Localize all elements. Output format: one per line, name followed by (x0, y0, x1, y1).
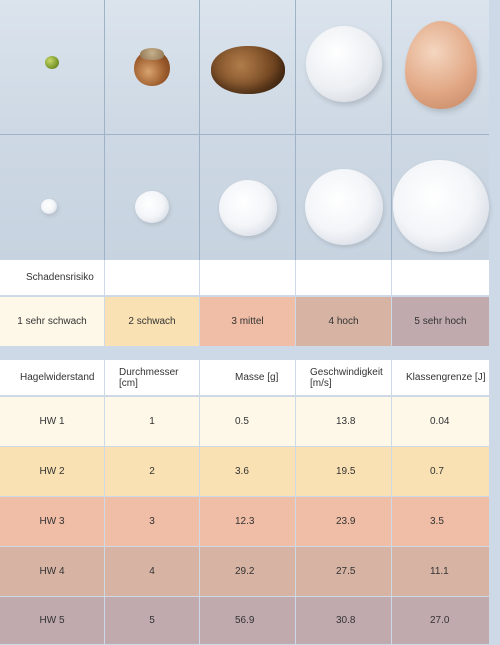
walnut-icon (210, 46, 285, 94)
table-cell-hw1-class: HW 1 (0, 397, 105, 447)
table-cell-hw5-mass: 56.9 (200, 597, 296, 645)
hailstone-4-icon (304, 168, 383, 245)
table-cell-hw3-speed: 23.9 (296, 497, 392, 547)
cell-walnut (200, 0, 296, 135)
cell-hailstone-2 (105, 135, 200, 260)
hazelnut-icon (134, 48, 170, 86)
table-cell-hw5-limit: 27.0 (392, 597, 489, 645)
table-cell-hw2-speed: 19.5 (296, 447, 392, 497)
table-cell-hw4-class: HW 4 (0, 547, 105, 597)
table-cell-hw4-limit: 11.1 (392, 547, 489, 597)
hailstone-3-icon (218, 179, 277, 236)
cell-pea (0, 0, 105, 135)
table-cell-hw2-mass: 3.6 (200, 447, 296, 497)
table-cell-hw1-limit: 0.04 (392, 397, 489, 447)
table-cell-hw4-speed: 27.5 (296, 547, 392, 597)
table-cell-hw1-diameter: 1 (105, 397, 200, 447)
risk-title: Schadensrisiko (0, 260, 105, 297)
table-cell-hw5-class: HW 5 (0, 597, 105, 645)
hailstone-2-icon (135, 190, 169, 223)
risk-header-blank-4 (296, 260, 392, 297)
table-cell-hw3-diameter: 3 (105, 497, 200, 547)
comparison-image-grid (0, 0, 489, 260)
pea-icon (45, 55, 59, 69)
hailstone-5-icon (392, 159, 489, 252)
table-header-class-limit: Klassengrenze [J] (392, 360, 489, 397)
table-cell-hw1-mass: 0.5 (200, 397, 296, 447)
table-cell-hw2-limit: 0.7 (392, 447, 489, 497)
table-header-speed: Geschwindigkeit [m/s] (296, 360, 392, 397)
table-cell-hw3-limit: 3.5 (392, 497, 489, 547)
table-cell-hw2-diameter: 2 (105, 447, 200, 497)
risk-level-5: 5 sehr hoch (392, 297, 489, 346)
risk-level-2: 2 schwach (105, 297, 200, 346)
cell-egg (392, 0, 489, 135)
table-cell-hw4-mass: 29.2 (200, 547, 296, 597)
cell-hazelnut (105, 0, 200, 135)
table-header-hail-resistance: Hagelwiderstand (0, 360, 105, 397)
table-cell-hw5-diameter: 5 (105, 597, 200, 645)
cell-golf-ball (296, 0, 392, 135)
egg-icon (404, 21, 477, 109)
cell-hailstone-5 (392, 135, 489, 260)
cell-hailstone-4 (296, 135, 392, 260)
golf-ball-icon (305, 26, 382, 102)
table-cell-hw5-speed: 30.8 (296, 597, 392, 645)
table-cell-hw3-mass: 12.3 (200, 497, 296, 547)
risk-level-1: 1 sehr schwach (0, 297, 105, 346)
risk-header-blank-3 (200, 260, 296, 297)
table-cell-hw2-class: HW 2 (0, 447, 105, 497)
risk-header-blank-2 (105, 260, 200, 297)
table-cell-hw3-class: HW 3 (0, 497, 105, 547)
damage-risk-scale: Schadensrisiko 1 sehr schwach 2 schwach … (0, 260, 489, 346)
cell-hailstone-1 (0, 135, 105, 260)
table-header-mass: Masse [g] (200, 360, 296, 397)
table-cell-hw1-speed: 13.8 (296, 397, 392, 447)
table-cell-hw4-diameter: 4 (105, 547, 200, 597)
cell-hailstone-3 (200, 135, 296, 260)
risk-level-3: 3 mittel (200, 297, 296, 346)
risk-level-4: 4 hoch (296, 297, 392, 346)
risk-header-blank-5 (392, 260, 489, 297)
hail-resistance-table: Hagelwiderstand Durchmesser [cm] Masse [… (0, 360, 489, 645)
hailstone-1-icon (41, 199, 57, 214)
table-header-diameter: Durchmesser [cm] (105, 360, 200, 397)
